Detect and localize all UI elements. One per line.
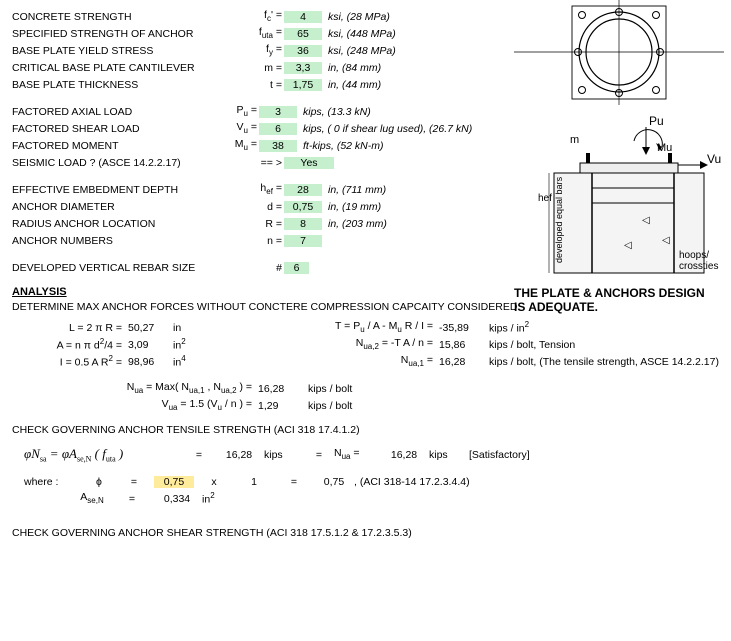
row-diameter: ANCHOR DIAMETERd =0,75in, (19 mm) [12, 198, 517, 215]
row-shear: FACTORED SHEAR LOADVu =6kips, ( 0 if she… [12, 120, 517, 137]
calc-Nua: Nua = Max( Nua,1 , Nua,2 ) =16,28kips / … [12, 380, 719, 397]
asen-row: Ase,N = 0,334 in2 [12, 490, 719, 507]
row-concrete-strength: CONCRETE STRENGTHfc' =4ksi, (28 MPa) [12, 8, 517, 25]
diagram-area: Pu m Mu Vu hef developed equal bars hoop… [514, 0, 719, 314]
calc-Nua1: Nua,1 =16,28kips / bolt, (The tensile st… [298, 353, 719, 370]
calc-A: A = n π d2/4 =3,09in2 [12, 336, 298, 353]
phi-row: where : ϕ = 0,75 x 1 = 0,75 , (ACI 318-1… [12, 473, 719, 490]
row-rebar: DEVELOPED VERTICAL REBAR SIZE#6 [12, 259, 517, 276]
plan-diagram-icon [514, 0, 724, 110]
svg-text:hef: hef [538, 193, 552, 204]
status-message: THE PLATE & ANCHORS DESIGN IS ADEQUATE. [514, 286, 719, 314]
svg-text:hoops/crossties: hoops/crossties [679, 250, 718, 272]
svg-text:Vu: Vu [707, 152, 721, 166]
row-anchor-strength: SPECIFIED STRENGTH OF ANCHORfuta =65ksi,… [12, 25, 517, 42]
svg-text:Pu: Pu [649, 114, 664, 128]
unit: ksi, (28 MPa) [322, 11, 390, 23]
row-radius: RADIUS ANCHOR LOCATIONR =8in, (203 mm) [12, 215, 517, 232]
label: CONCRETE STRENGTH [12, 11, 222, 23]
row-axial: FACTORED AXIAL LOADPu =3kips, (13.3 kN) [12, 103, 517, 120]
calc-Vua: Vua = 1.5 (Vu / n ) =1,29kips / bolt [12, 397, 719, 414]
tensile-heading: CHECK GOVERNING ANCHOR TENSILE STRENGTH … [12, 424, 719, 436]
row-seismic: SEISMIC LOAD ? (ASCE 14.2.2.17)== >Yes [12, 154, 517, 171]
row-cantilever: CRITICAL BASE PLATE CANTILEVERm =3,3in, … [12, 59, 517, 76]
calc-T: T = Pu / A - Mu R / I =-35,89kips / in2 [298, 319, 719, 336]
tensile-check-row: φNsa = φAse,N ( futa ) = 16,28 kips = Nu… [12, 446, 719, 463]
calc-L: L = 2 π R =50,27in [12, 319, 298, 336]
svg-text:◁: ◁ [642, 215, 650, 226]
calc-Nua2: Nua,2 = -T A / n =15,86kips / bolt, Tens… [298, 336, 719, 353]
row-thickness: BASE PLATE THICKNESSt =1,75in, (44 mm) [12, 76, 517, 93]
svg-text:developed equal bars: developed equal bars [554, 176, 564, 263]
row-anchor-numbers: ANCHOR NUMBERSn =7 [12, 232, 517, 249]
calc-I: I = 0.5 A R2 =98,96in4 [12, 353, 298, 370]
svg-text:◁: ◁ [624, 240, 632, 251]
check-result: [Satisfactory] [469, 449, 530, 461]
symbol: fc' = [222, 9, 284, 23]
svg-text:m: m [570, 134, 579, 146]
row-moment: FACTORED MOMENTMu =38ft-kips, (52 kN-m) [12, 137, 517, 154]
value[interactable]: 4 [284, 11, 322, 23]
svg-text:◁: ◁ [662, 235, 670, 246]
shear-heading: CHECK GOVERNING ANCHOR SHEAR STRENGTH (A… [12, 527, 719, 539]
row-embed: EFFECTIVE EMBEDMENT DEPTHhef =28in, (711… [12, 181, 517, 198]
row-base-plate-yield: BASE PLATE YIELD STRESSfy =36ksi, (248 M… [12, 42, 517, 59]
elevation-diagram-icon: Pu m Mu Vu hef developed equal bars hoop… [514, 113, 724, 283]
